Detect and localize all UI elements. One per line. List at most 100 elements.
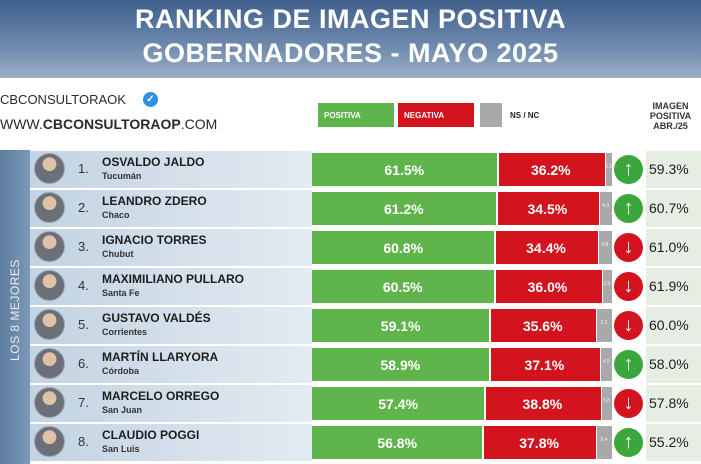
previous-positive-value: 61.0% <box>646 229 701 266</box>
rank-number: 8. <box>78 434 89 449</box>
bar-nsnc <box>602 270 612 303</box>
data-label-nsnc: 4.0 <box>602 359 610 365</box>
data-label-negativa: 38.8% <box>522 396 563 412</box>
chart-title-line1: RANKING DE IMAGEN POSITIVA <box>134 4 567 34</box>
nameplate <box>30 268 312 305</box>
bar-nsnc <box>600 192 612 225</box>
avatar <box>34 153 65 184</box>
nameplate <box>30 151 312 188</box>
bar-positiva <box>312 153 497 186</box>
bar-nsnc <box>601 348 612 381</box>
legend-swatch-positiva <box>318 103 394 127</box>
arrow-down-icon: ↓ <box>614 233 643 262</box>
nameplate <box>30 190 312 227</box>
bar-negativa <box>484 426 596 459</box>
data-label-negativa: 37.8% <box>519 435 559 451</box>
data-label-negativa: 36.0% <box>527 279 568 295</box>
arrow-up-icon: ↑ <box>614 194 643 223</box>
bar-negativa <box>498 153 606 186</box>
data-label-negativa: 34.4% <box>526 240 566 256</box>
previous-positive-value: 60.7% <box>646 190 701 227</box>
data-label-positiva: 61.5% <box>384 162 425 178</box>
governor-name: OSVALDO JALDO <box>102 155 205 169</box>
nameplate <box>30 346 312 383</box>
rank-number: 1. <box>78 161 89 176</box>
side-label-strip: LOS 8 MEJORES <box>0 150 30 464</box>
avatar <box>34 270 65 301</box>
data-label-positiva: 57.4% <box>378 396 418 412</box>
previous-positive-value: 58.0% <box>646 346 701 383</box>
governor-name: IGNACIO TORRES <box>102 233 207 247</box>
rank-number: 5. <box>78 317 89 332</box>
arrow-up-icon: ↑ <box>614 350 643 379</box>
legend-swatch-nsnc <box>480 103 502 127</box>
verified-check-icon: ✓ <box>143 92 158 107</box>
data-label-nsnc: 4.3 <box>602 203 610 209</box>
bar-positiva <box>312 387 485 420</box>
table-row: 2. LEANDRO ZDERO Chaco 61.2% 34.5% 4.3 ↑ 60.7% <box>30 189 701 228</box>
bar-nsnc <box>606 153 612 186</box>
col-head-line2: POSITIVA <box>649 111 692 121</box>
rank-number: 4. <box>78 278 89 293</box>
bar-negativa <box>495 270 602 303</box>
rank-number: 6. <box>78 356 89 371</box>
col-head-line1: IMAGEN <box>652 101 689 111</box>
arrow-up-icon: ↑ <box>614 155 643 184</box>
bar-negativa <box>496 231 598 264</box>
data-label-negativa: 37.1% <box>524 357 565 373</box>
table-row: 6. MARTÍN LLARYORA Córdoba 58.9% 37.1% 4.0 ↑ 58… <box>30 345 701 384</box>
arrow-down-icon: ↓ <box>614 311 643 340</box>
province-name: San Luis <box>102 444 140 454</box>
data-label-nsnc: 3.8 <box>602 398 610 404</box>
brand-handle: CBCONSULTORAOK <box>0 92 126 107</box>
chart-title-line2: GOBERNADORES - MAYO 2025 <box>142 38 559 68</box>
data-label-negativa: 36.2% <box>530 162 571 178</box>
data-label-nsnc: 5.3 <box>600 320 608 326</box>
previous-positive-value: 57.8% <box>646 385 701 422</box>
previous-positive-value: 55.2% <box>646 424 701 461</box>
site-bold: CBCONSULTORAOP <box>42 116 181 132</box>
previous-positive-value: 61.9% <box>646 268 701 305</box>
avatar <box>34 348 65 379</box>
bar-nsnc <box>596 426 612 459</box>
site-suffix: .COM <box>180 116 218 132</box>
bar-positiva <box>312 309 490 342</box>
arrow-down-icon: ↓ <box>614 272 643 301</box>
legend-label-positiva: POSITIVA <box>324 111 361 120</box>
site-prefix: WWW. <box>0 116 43 132</box>
arrow-up-icon: ↑ <box>614 428 643 457</box>
data-label-nsnc: 5.4 <box>600 437 608 443</box>
rank-number: 7. <box>78 395 89 410</box>
rank-number: 3. <box>78 239 89 254</box>
legend-label-nsnc: NS / NC <box>510 111 540 120</box>
data-label-positiva: 58.9% <box>380 357 421 373</box>
bar-nsnc <box>601 387 612 420</box>
table-row: 8. CLAUDIO POGGI San Luis 56.8% 37.8% 5.4 ↑ 55.… <box>30 423 701 462</box>
nameplate <box>30 307 312 344</box>
avatar <box>34 387 65 418</box>
bar-positiva <box>312 231 495 264</box>
governor-name: GUSTAVO VALDÉS <box>102 311 211 325</box>
data-label-positiva: 59.1% <box>380 318 421 334</box>
rank-number: 2. <box>78 200 89 215</box>
side-label: LOS 8 MEJORES <box>8 259 22 361</box>
bar-nsnc <box>598 231 612 264</box>
bar-negativa <box>490 348 600 381</box>
avatar <box>34 426 65 457</box>
table-row: 7. MARCELO ORREGO San Juan 57.4% 38.8% 3.8 ↓ 57… <box>30 384 701 423</box>
table-row: 4. MAXIMILIANO PULLARO Santa Fe 60.5% 36.0% 3… <box>30 267 701 306</box>
data-label-positiva: 61.2% <box>383 201 424 217</box>
bar-positiva <box>312 270 494 303</box>
bar-positiva <box>312 192 496 225</box>
bar-positiva <box>312 348 489 381</box>
governor-name: MARTÍN LLARYORA <box>102 350 219 364</box>
province-name: Chaco <box>102 210 130 220</box>
bar-positiva <box>312 426 483 459</box>
bar-negativa <box>486 387 601 420</box>
data-label-positiva: 60.5% <box>382 279 423 295</box>
data-label-nsnc: 3.5 <box>603 281 611 287</box>
province-name: San Juan <box>102 405 143 415</box>
legend-swatch-negativa <box>398 103 474 127</box>
province-name: Santa Fe <box>102 288 140 298</box>
data-label-negativa: 35.6% <box>522 318 563 334</box>
